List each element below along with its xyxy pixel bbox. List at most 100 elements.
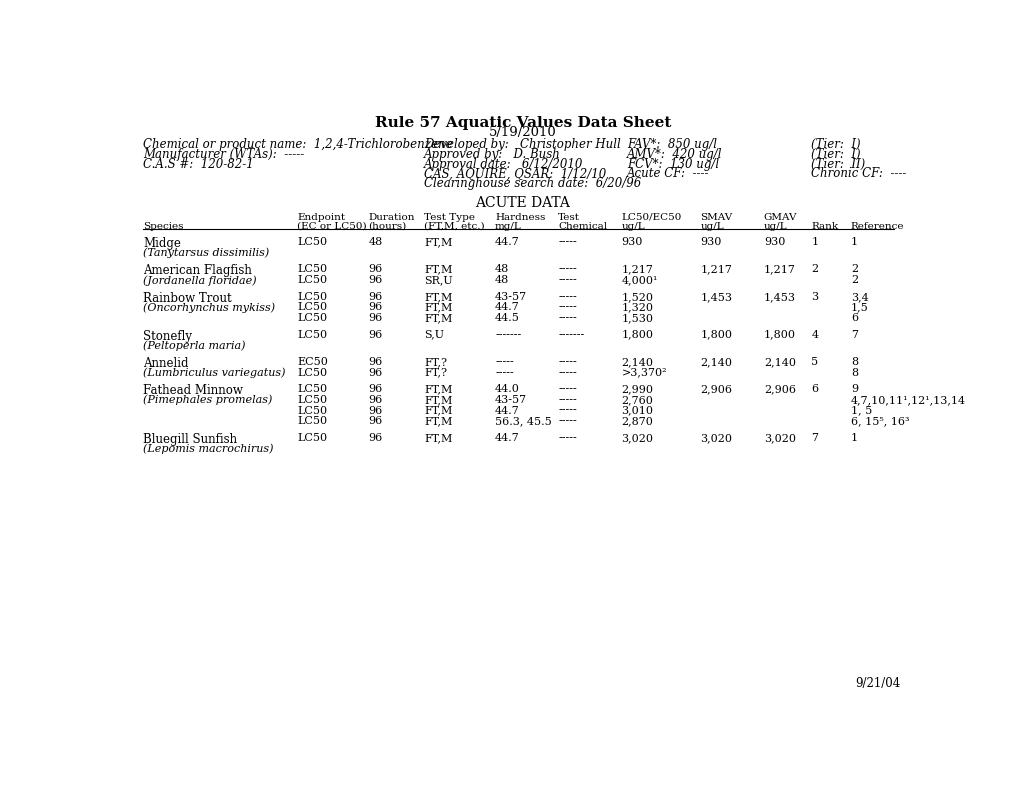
- Text: 2,140: 2,140: [763, 357, 795, 367]
- Text: Chemical: Chemical: [557, 222, 607, 231]
- Text: 1,453: 1,453: [763, 292, 795, 302]
- Text: Annelid: Annelid: [143, 357, 189, 370]
- Text: -----: -----: [557, 303, 577, 312]
- Text: (Tier:  II): (Tier: II): [810, 158, 865, 171]
- Text: >3,370²: >3,370²: [621, 367, 666, 377]
- Text: Stonefly: Stonefly: [143, 329, 193, 343]
- Text: -------: -------: [557, 329, 584, 340]
- Text: LC50: LC50: [298, 292, 327, 302]
- Text: 4,7,10,11¹,12¹,13,14: 4,7,10,11¹,12¹,13,14: [850, 395, 965, 405]
- Text: 3,020: 3,020: [700, 433, 732, 443]
- Text: 1,530: 1,530: [621, 313, 653, 323]
- Text: C.A.S #:  120-82-1: C.A.S #: 120-82-1: [143, 158, 254, 171]
- Text: (Tier:  I): (Tier: I): [810, 148, 860, 161]
- Text: 44.0: 44.0: [494, 385, 520, 394]
- Text: LC50: LC50: [298, 385, 327, 394]
- Text: LC50: LC50: [298, 416, 327, 426]
- Text: 5/19/2010: 5/19/2010: [488, 126, 556, 139]
- Text: 96: 96: [368, 367, 382, 377]
- Text: 96: 96: [368, 313, 382, 323]
- Text: LC50: LC50: [298, 313, 327, 323]
- Text: 96: 96: [368, 357, 382, 367]
- Text: 2: 2: [850, 275, 857, 285]
- Text: (Oncorhynchus mykiss): (Oncorhynchus mykiss): [143, 303, 275, 313]
- Text: FAV*:  850 ug/l: FAV*: 850 ug/l: [627, 138, 716, 151]
- Text: 1,453: 1,453: [700, 292, 732, 302]
- Text: 96: 96: [368, 416, 382, 426]
- Text: SMAV: SMAV: [700, 213, 732, 222]
- Text: 6: 6: [850, 313, 857, 323]
- Text: FT,M: FT,M: [424, 265, 451, 274]
- Text: FT,?: FT,?: [424, 367, 446, 377]
- Text: 56.3, 45.5: 56.3, 45.5: [494, 416, 551, 426]
- Text: 1, 5: 1, 5: [850, 406, 871, 415]
- Text: -----: -----: [557, 406, 577, 415]
- Text: FCV*:  130 ug/l: FCV*: 130 ug/l: [627, 158, 718, 171]
- Text: ug/L: ug/L: [763, 222, 787, 231]
- Text: 3,020: 3,020: [621, 433, 653, 443]
- Text: 1,800: 1,800: [621, 329, 653, 340]
- Text: Species: Species: [143, 222, 183, 231]
- Text: Duration: Duration: [368, 213, 415, 222]
- Text: -----: -----: [557, 395, 577, 405]
- Text: Acute CF:  ----: Acute CF: ----: [627, 167, 709, 180]
- Text: 48: 48: [368, 237, 382, 247]
- Text: -----: -----: [494, 367, 514, 377]
- Text: -----: -----: [557, 292, 577, 302]
- Text: 96: 96: [368, 303, 382, 312]
- Text: Chemical or product name:  1,2,4-Trichlorobenzene: Chemical or product name: 1,2,4-Trichlor…: [143, 138, 452, 151]
- Text: FT,M: FT,M: [424, 385, 451, 394]
- Text: 1,217: 1,217: [700, 265, 732, 274]
- Text: 9/21/04: 9/21/04: [854, 677, 899, 690]
- Text: 1: 1: [850, 237, 857, 247]
- Text: Approval date:   6/12/2010: Approval date: 6/12/2010: [424, 158, 583, 171]
- Text: 2: 2: [850, 265, 857, 274]
- Text: LC50: LC50: [298, 433, 327, 443]
- Text: FT,M: FT,M: [424, 237, 451, 247]
- Text: 6, 15⁵, 16³: 6, 15⁵, 16³: [850, 416, 908, 426]
- Text: FT,M: FT,M: [424, 395, 451, 405]
- Text: (Lumbriculus variegatus): (Lumbriculus variegatus): [143, 367, 285, 378]
- Text: 1,520: 1,520: [621, 292, 653, 302]
- Text: 3,010: 3,010: [621, 406, 653, 415]
- Text: LC50: LC50: [298, 275, 327, 285]
- Text: LC50: LC50: [298, 303, 327, 312]
- Text: ACUTE DATA: ACUTE DATA: [475, 196, 570, 210]
- Text: LC50: LC50: [298, 406, 327, 415]
- Text: EC50: EC50: [298, 357, 328, 367]
- Text: 1: 1: [850, 433, 857, 443]
- Text: 2,140: 2,140: [700, 357, 732, 367]
- Text: mg/L: mg/L: [494, 222, 522, 231]
- Text: 7: 7: [810, 433, 817, 443]
- Text: (Peltoperla maria): (Peltoperla maria): [143, 340, 246, 351]
- Text: 3,020: 3,020: [763, 433, 795, 443]
- Text: 1,217: 1,217: [763, 265, 795, 274]
- Text: 43-57: 43-57: [494, 395, 527, 405]
- Text: Clearinghouse search date:  6/20/96: Clearinghouse search date: 6/20/96: [424, 177, 641, 190]
- Text: ug/L: ug/L: [621, 222, 645, 231]
- Text: 6: 6: [810, 385, 817, 394]
- Text: (FT,M, etc.): (FT,M, etc.): [424, 222, 484, 231]
- Text: LC50: LC50: [298, 395, 327, 405]
- Text: -----: -----: [557, 237, 577, 247]
- Text: ug/L: ug/L: [700, 222, 723, 231]
- Text: -----: -----: [557, 265, 577, 274]
- Text: 930: 930: [700, 237, 721, 247]
- Text: 96: 96: [368, 385, 382, 394]
- Text: American Flagfish: American Flagfish: [143, 265, 252, 277]
- Text: 1,320: 1,320: [621, 303, 653, 312]
- Text: -------: -------: [494, 329, 521, 340]
- Text: FT,M: FT,M: [424, 406, 451, 415]
- Text: LC50: LC50: [298, 265, 327, 274]
- Text: (Lepomis macrochirus): (Lepomis macrochirus): [143, 444, 273, 454]
- Text: 43-57: 43-57: [494, 292, 527, 302]
- Text: FT,M: FT,M: [424, 416, 451, 426]
- Text: -----: -----: [557, 385, 577, 394]
- Text: 930: 930: [621, 237, 642, 247]
- Text: FT,M: FT,M: [424, 303, 451, 312]
- Text: Bluegill Sunfish: Bluegill Sunfish: [143, 433, 237, 446]
- Text: -----: -----: [557, 367, 577, 377]
- Text: 44.7: 44.7: [494, 237, 520, 247]
- Text: -----: -----: [494, 357, 514, 367]
- Text: (EC or LC50): (EC or LC50): [298, 222, 367, 231]
